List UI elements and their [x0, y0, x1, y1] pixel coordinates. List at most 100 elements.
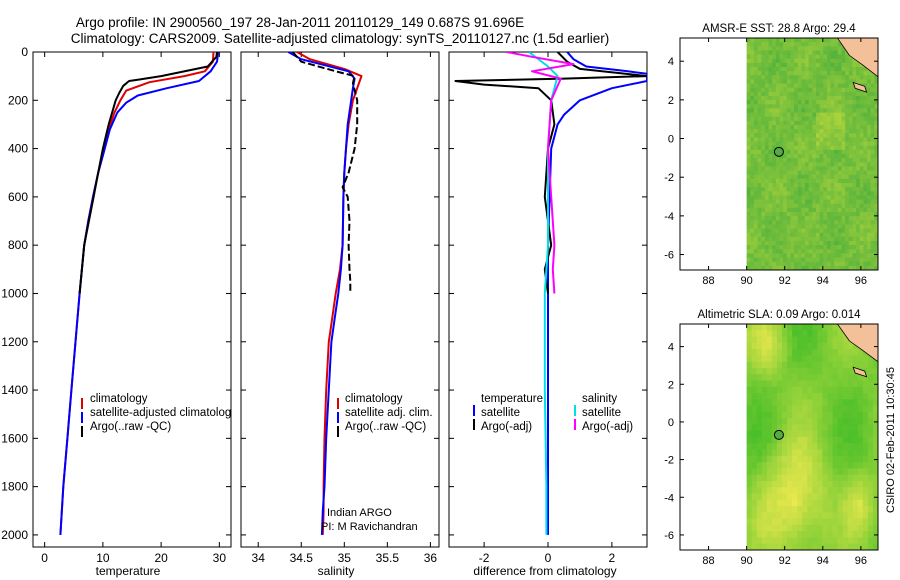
map-cell [817, 336, 823, 344]
x-tick-label: 92 [779, 555, 791, 567]
map-cell [805, 91, 810, 97]
map-cell [812, 62, 817, 68]
map-cell [870, 216, 875, 221]
map-cell [805, 195, 810, 201]
map-cell [815, 183, 821, 188]
map-cell [859, 199, 864, 205]
map-cell [801, 104, 806, 109]
map-cell [775, 71, 780, 76]
map-cell [863, 249, 868, 254]
map-cell [766, 443, 773, 451]
map-cell [830, 125, 835, 130]
map-cell [837, 537, 844, 545]
map-cell [837, 265, 843, 270]
map-cell [848, 195, 853, 201]
map-cell [845, 178, 850, 184]
map-cell [761, 220, 766, 225]
map-cell [750, 50, 755, 56]
map-cell [766, 336, 773, 344]
map-cell [772, 116, 777, 122]
map-cell [779, 224, 784, 230]
map-cell [746, 418, 753, 425]
map-cell [845, 203, 850, 209]
map-cell [808, 249, 813, 254]
map-cell [805, 232, 810, 238]
map-cell [751, 462, 758, 469]
map-cell [815, 54, 821, 60]
map-cell [753, 154, 759, 159]
map-cell [874, 104, 878, 109]
map-cell [787, 437, 793, 444]
map-cell [862, 355, 869, 363]
map-cell [779, 120, 784, 126]
map-cell [772, 224, 777, 230]
map-cell [757, 125, 762, 130]
map-cell [786, 174, 791, 180]
map-cell [859, 125, 864, 130]
map-cell [757, 62, 762, 68]
map-cell [856, 203, 861, 209]
map-cell [812, 261, 817, 267]
map-cell [786, 46, 791, 51]
map-cell [870, 187, 875, 192]
map-cell [753, 207, 759, 213]
x-tick-label: 0 [41, 551, 48, 565]
map-cell [808, 149, 813, 155]
map-cell [757, 174, 762, 180]
map-cell [753, 265, 759, 270]
map-cell [782, 499, 788, 507]
map-cell [830, 104, 835, 109]
map-cell [852, 424, 859, 432]
map-cell [790, 54, 795, 60]
map-cell [753, 96, 759, 101]
map-cell [787, 455, 793, 463]
map-cell [827, 367, 834, 375]
map-cell [862, 499, 869, 507]
map-cell [764, 245, 770, 250]
map-cell [786, 100, 791, 105]
map-cell [775, 116, 780, 122]
map-cell [805, 261, 810, 267]
map-cell [826, 133, 832, 138]
map-cell [826, 54, 832, 60]
map-cell [756, 537, 763, 545]
map-cell [802, 386, 808, 394]
map-cell [746, 543, 753, 550]
map-cell [808, 191, 813, 196]
map-cell [794, 116, 799, 122]
map-cell [863, 145, 868, 151]
map-cell [870, 83, 875, 89]
map-cell [826, 120, 832, 126]
map-cell [841, 265, 846, 270]
map-cell [783, 46, 788, 51]
map-cell [874, 125, 878, 130]
map-cell [802, 361, 808, 369]
map-cell [764, 83, 770, 89]
map-cell [772, 253, 777, 259]
land-coast [836, 38, 878, 78]
map-cell [746, 430, 753, 438]
map-cell [787, 367, 793, 375]
map-cell [830, 62, 835, 68]
map-cell [812, 518, 818, 526]
map-cell [794, 79, 799, 85]
map-cell [867, 430, 874, 438]
map-cell [832, 480, 839, 488]
map-cell [802, 393, 808, 400]
map-cell [808, 224, 813, 230]
map-cell [874, 170, 878, 176]
map-cell [801, 207, 806, 213]
map-cell [874, 220, 878, 225]
map-cell [867, 399, 874, 407]
map-cell [827, 430, 834, 438]
map-cell [805, 67, 810, 72]
map-cell [845, 79, 850, 85]
map-cell [819, 174, 824, 180]
map-cell [771, 380, 778, 388]
map-cell [761, 236, 766, 242]
map-cell [807, 462, 813, 469]
map-cell [817, 518, 823, 526]
map-cell [750, 100, 755, 105]
map-cell [787, 336, 793, 344]
map-cell [792, 487, 798, 494]
